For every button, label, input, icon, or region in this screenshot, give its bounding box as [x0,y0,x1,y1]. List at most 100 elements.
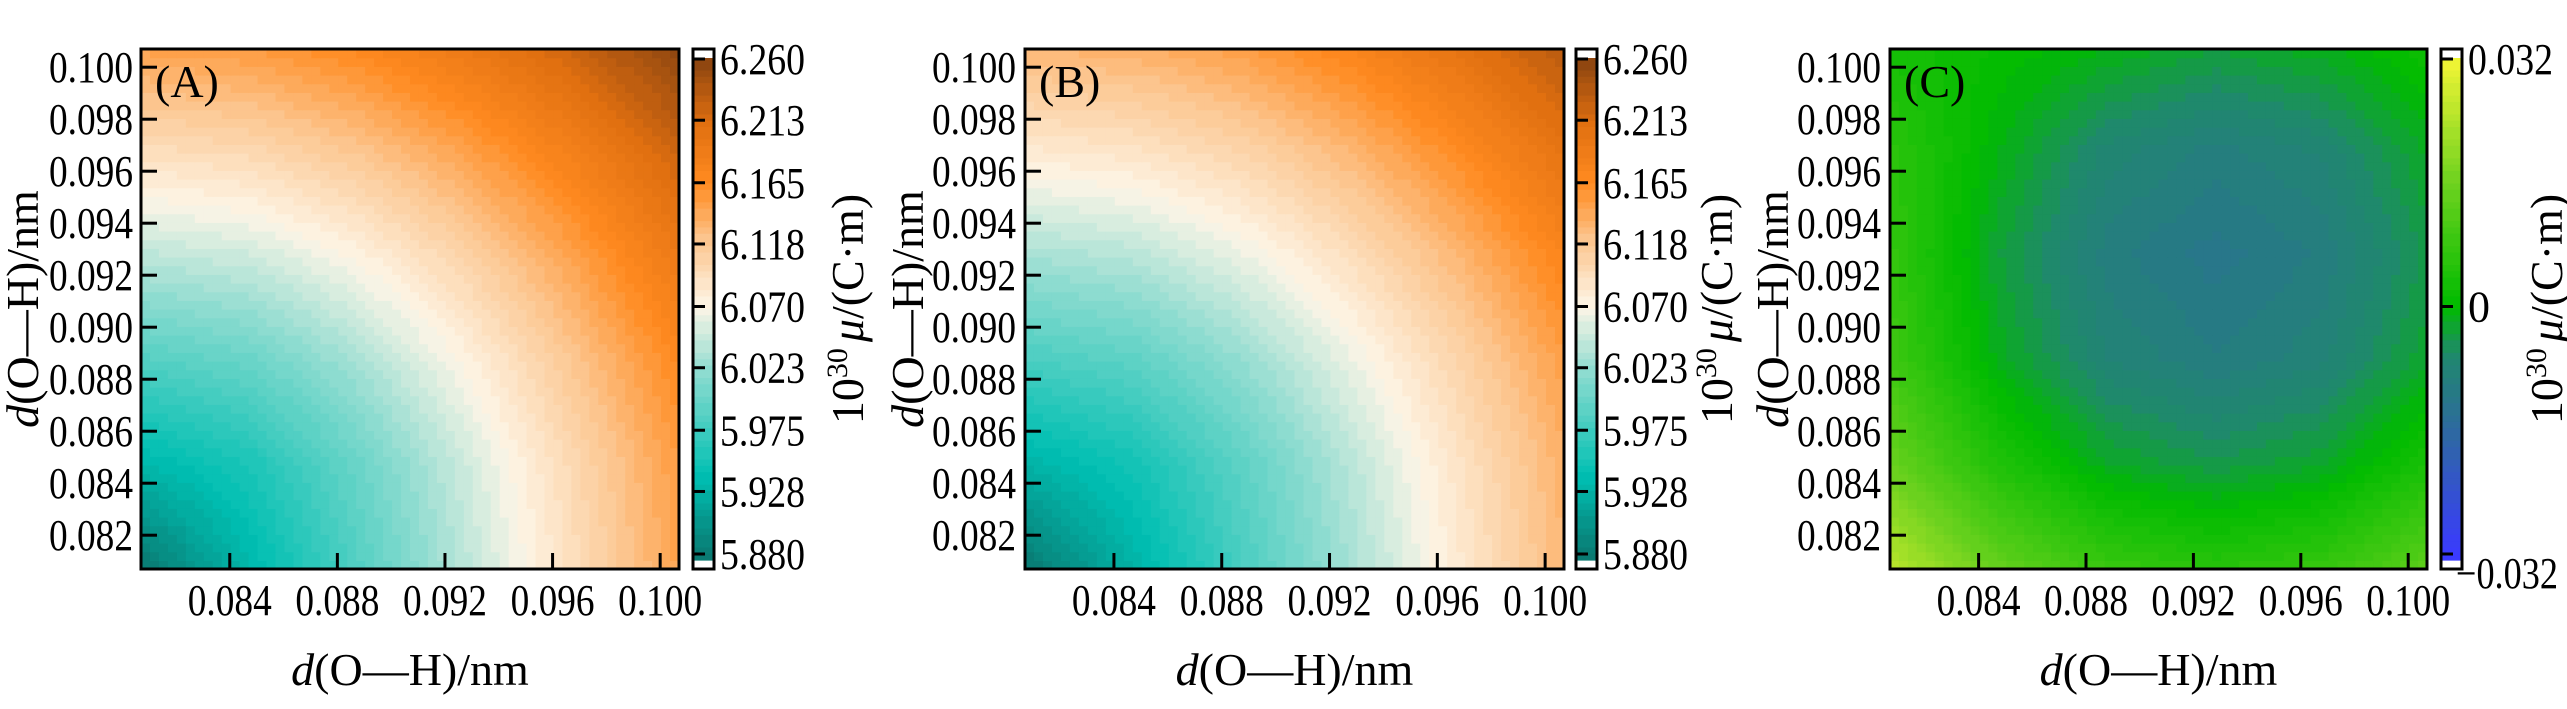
heatmap-cell [463,543,474,553]
heatmap-cell [436,170,447,180]
heatmap-cell [1213,508,1224,518]
heatmap-cell [1177,525,1188,535]
colorbar-tick-label: 6.118 [720,220,805,269]
heatmap-cell [365,343,375,353]
heatmap-cell [670,257,680,267]
heatmap-cell [1096,473,1107,483]
heatmap-cell [454,213,465,223]
heatmap-cell [634,205,644,215]
heatmap-cell [1186,413,1197,423]
heatmap-cell [1492,560,1502,570]
heatmap-cell [1465,439,1475,449]
heatmap-cell [329,205,339,215]
heatmap-cell [230,551,241,561]
heatmap-cell [544,317,555,327]
heatmap-cell [445,109,456,119]
heatmap-cell [427,387,438,397]
heatmap-cell [1069,421,1080,431]
heatmap-cell [1465,447,1475,457]
heatmap-cell [365,326,375,336]
heatmap-cell [365,378,375,388]
heatmap-cell [266,361,277,371]
heatmap-cell [418,369,429,379]
heatmap-cell [302,465,312,475]
heatmap-cell [302,135,312,145]
heatmap-cell [1474,499,1484,509]
heatmap-cell [508,551,519,561]
heatmap-cell [1501,473,1511,483]
heatmap-cell [481,239,492,249]
heatmap-cell [365,257,375,267]
heatmap-cell [320,231,330,241]
heatmap-cell [526,439,537,449]
heatmap-cell [1312,465,1323,475]
heatmap-cell [463,109,474,119]
heatmap-cell [284,499,295,509]
heatmap-cell [1249,525,1260,535]
heatmap-cell [1303,543,1314,553]
heatmap-cell [1312,560,1323,570]
heatmap-cell [472,222,483,232]
heatmap-cell [1474,404,1484,414]
heatmap-cell [176,387,187,397]
heatmap-cell [535,118,546,128]
heatmap-cell [454,551,465,561]
heatmap-cell [1240,534,1251,544]
heatmap-cell [176,187,187,197]
heatmap-cell [589,482,599,492]
heatmap-cell [401,161,411,171]
heatmap-cell [652,499,662,509]
heatmap-cell [499,127,510,137]
heatmap-cell [230,101,241,111]
heatmap-cell [1276,439,1287,449]
heatmap-cell [203,395,214,405]
heatmap-cell [1294,473,1305,483]
heatmap-cell [445,525,456,535]
heatmap-cell [365,447,375,457]
heatmap-cell [1348,465,1358,475]
heatmap-cell [356,170,366,180]
heatmap-cell [257,343,268,353]
heatmap-cell [1114,430,1125,440]
heatmap-cell [1366,491,1376,501]
heatmap-cell [149,517,160,527]
heatmap-cell [141,343,151,353]
heatmap-cell [1249,395,1260,405]
heatmap-cell [1078,404,1089,414]
heatmap-cell [418,439,429,449]
heatmap-cell [589,57,599,67]
heatmap-cell [1150,456,1161,466]
heatmap-cell [1447,491,1457,501]
heatmap-cell [553,170,564,180]
heatmap-cell [329,248,339,258]
heatmap-cell [356,300,366,310]
heatmap-cell [410,465,420,475]
heatmap-cell [347,378,357,388]
heatmap-cell [401,534,411,544]
heatmap-cell [499,335,510,345]
heatmap-cell [607,465,617,475]
heatmap-cell [580,300,590,310]
heatmap-cell [275,465,286,475]
heatmap-cell [329,378,339,388]
heatmap-cell [392,222,402,232]
heatmap-cell [141,161,151,171]
heatmap-cell [1025,387,1035,397]
heatmap-cell [571,447,581,457]
heatmap-cell [203,473,214,483]
heatmap-cell [158,161,169,171]
heatmap-cell [589,343,599,353]
heatmap-cell [1267,551,1278,561]
heatmap-cell [266,525,277,535]
heatmap-cell [356,369,366,379]
heatmap-cell [365,49,375,59]
heatmap-cell [392,525,402,535]
heatmap-cell [1312,525,1323,535]
heatmap-cell [1150,482,1161,492]
heatmap-cell [616,525,626,535]
heatmap-cell [598,222,608,232]
heatmap-cell [365,508,375,518]
heatmap-cell [508,144,519,154]
heatmap-cell [248,404,259,414]
heatmap-cell [293,421,303,431]
